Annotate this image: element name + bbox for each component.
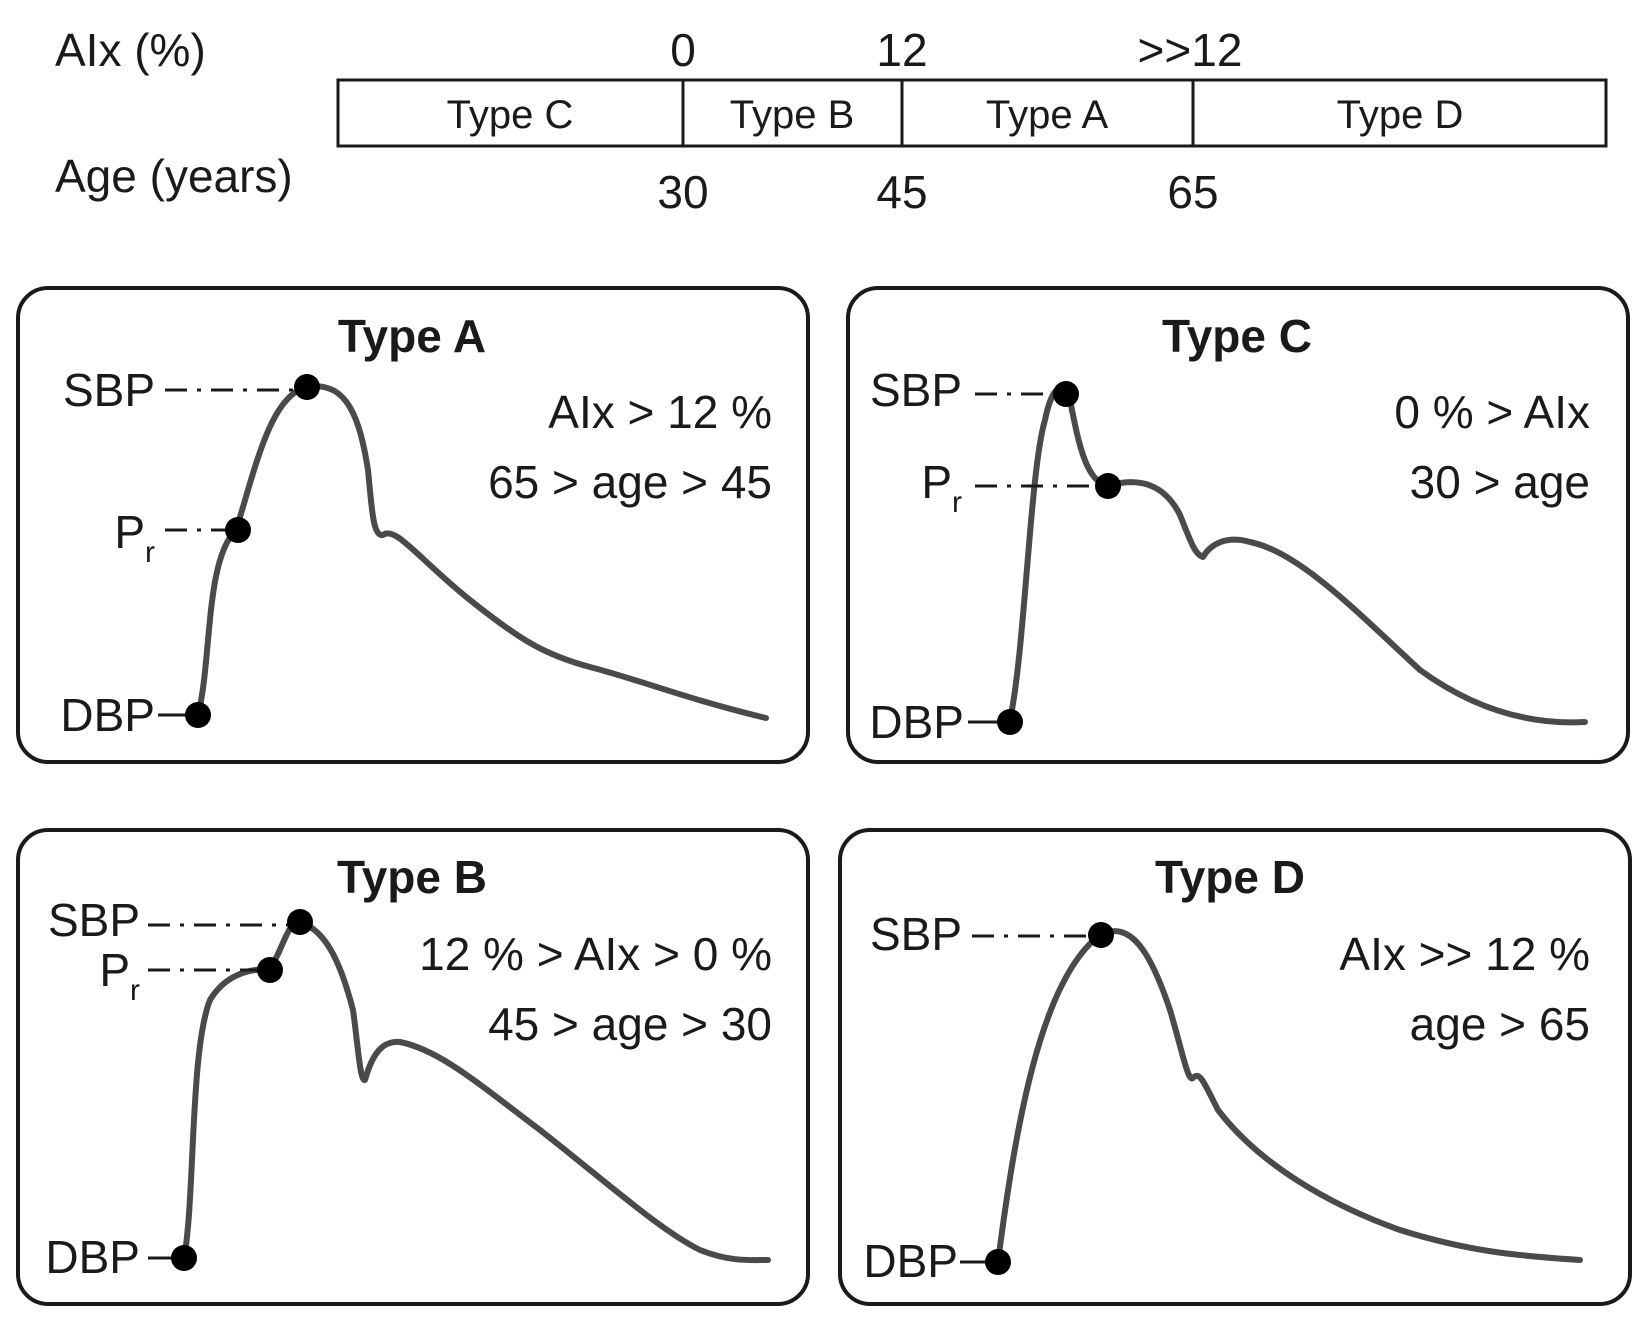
age-axis-label: Age (years) bbox=[55, 150, 293, 202]
dbp-point bbox=[171, 1245, 197, 1271]
panel-title: Type B bbox=[337, 851, 487, 903]
aix-condition: AIx > 12 % bbox=[548, 386, 772, 438]
scale-segment-type-b bbox=[681, 78, 904, 148]
pr-point bbox=[257, 957, 283, 983]
sbp-label: SBP bbox=[870, 364, 962, 416]
dbp-label: DBP bbox=[60, 689, 155, 741]
sbp-point bbox=[287, 909, 313, 935]
aix-condition: 0 % > AIx bbox=[1394, 386, 1590, 438]
sbp-point bbox=[294, 374, 320, 400]
aix-age-scale: AIx (%) 0 12 >>12 Type C Type B Type A T… bbox=[55, 24, 1608, 218]
pr-point bbox=[225, 517, 251, 543]
segment-label-type-c: Type C bbox=[447, 93, 574, 137]
panel-type-a: Type A SBP Pr DBP AIx > 12 % 65 > age > … bbox=[16, 286, 810, 764]
dbp-point bbox=[985, 1249, 1011, 1275]
aix-axis-label: AIx (%) bbox=[55, 24, 206, 76]
sbp-point bbox=[1088, 922, 1114, 948]
pr-label: Pr bbox=[921, 456, 962, 519]
segment-label-type-d: Type D bbox=[1337, 93, 1464, 137]
dbp-label: DBP bbox=[869, 696, 964, 748]
panel-type-b: Type B SBP Pr DBP 12 % > AIx > 0 % 45 > … bbox=[16, 828, 810, 1306]
scale-segment-type-a bbox=[900, 78, 1195, 148]
scale-segment-type-c bbox=[336, 78, 685, 148]
panel-title: Type D bbox=[1155, 851, 1305, 903]
age-tick-45: 45 bbox=[876, 166, 927, 218]
panel-frame bbox=[846, 286, 1630, 764]
panel-frame bbox=[16, 286, 810, 764]
sbp-label: SBP bbox=[63, 364, 155, 416]
dbp-point bbox=[185, 702, 211, 728]
dbp-label: DBP bbox=[863, 1235, 958, 1287]
pressure-waveform bbox=[181, 919, 771, 1264]
pressure-waveform bbox=[1007, 385, 1588, 726]
segment-label-type-a: Type A bbox=[986, 93, 1109, 137]
aix-tick-gt12: >>12 bbox=[1138, 24, 1243, 76]
panel-frame bbox=[838, 828, 1632, 1306]
panel-title: Type C bbox=[1162, 310, 1312, 362]
panel-type-d: Type D SBP DBP AIx >> 12 % age > 65 bbox=[838, 828, 1632, 1306]
age-condition: 30 > age bbox=[1410, 456, 1590, 508]
pr-point bbox=[1095, 473, 1121, 499]
sbp-label: SBP bbox=[870, 908, 962, 960]
scale-segment-type-d bbox=[1191, 78, 1608, 148]
segment-label-type-b: Type B bbox=[730, 93, 855, 137]
dbp-label: DBP bbox=[45, 1231, 140, 1283]
aix-condition: AIx >> 12 % bbox=[1339, 928, 1590, 980]
age-condition: age > 65 bbox=[1410, 998, 1590, 1050]
aix-tick-0: 0 bbox=[670, 24, 696, 76]
panel-title: Type A bbox=[338, 310, 486, 362]
aix-tick-12: 12 bbox=[876, 24, 927, 76]
panel-type-c: Type C SBP Pr DBP 0 % > AIx 30 > age bbox=[846, 286, 1630, 764]
age-condition: 45 > age > 30 bbox=[488, 998, 772, 1050]
sbp-point bbox=[1053, 381, 1079, 407]
age-condition: 65 > age > 45 bbox=[488, 456, 772, 508]
age-tick-65: 65 bbox=[1167, 166, 1218, 218]
sbp-label: SBP bbox=[48, 894, 140, 946]
pressure-waveform bbox=[995, 928, 1583, 1265]
pr-label: Pr bbox=[114, 506, 155, 569]
dbp-point bbox=[997, 709, 1023, 735]
pr-label: Pr bbox=[99, 944, 140, 1007]
aix-condition: 12 % > AIx > 0 % bbox=[419, 928, 772, 980]
age-tick-30: 30 bbox=[657, 166, 708, 218]
